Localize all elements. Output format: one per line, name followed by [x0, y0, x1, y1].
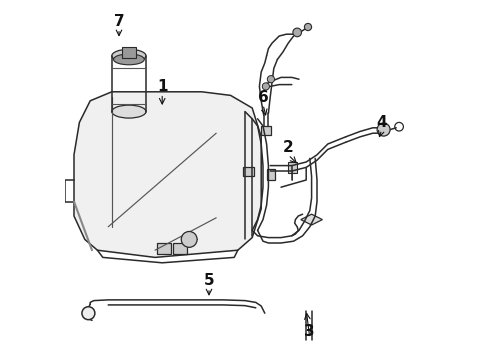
- Text: 6: 6: [258, 90, 269, 105]
- Ellipse shape: [112, 49, 146, 62]
- Bar: [157, 243, 171, 254]
- Text: 5: 5: [204, 273, 214, 288]
- Circle shape: [181, 231, 197, 247]
- Bar: [267, 169, 274, 180]
- Ellipse shape: [112, 105, 146, 118]
- Circle shape: [262, 83, 270, 90]
- Bar: [261, 126, 271, 135]
- Bar: [288, 162, 297, 173]
- Circle shape: [293, 28, 301, 37]
- Text: 7: 7: [114, 14, 124, 29]
- Circle shape: [82, 307, 95, 320]
- Text: 3: 3: [304, 324, 315, 339]
- Polygon shape: [301, 214, 322, 225]
- Polygon shape: [74, 92, 261, 257]
- Text: 1: 1: [157, 79, 168, 94]
- Bar: [122, 47, 136, 58]
- Text: 4: 4: [376, 115, 387, 130]
- Bar: [173, 243, 187, 254]
- Text: 2: 2: [283, 140, 294, 155]
- Circle shape: [304, 23, 312, 31]
- Circle shape: [377, 123, 390, 136]
- Circle shape: [268, 76, 274, 83]
- Bar: [121, 56, 138, 63]
- Bar: [243, 167, 254, 176]
- Ellipse shape: [114, 54, 144, 65]
